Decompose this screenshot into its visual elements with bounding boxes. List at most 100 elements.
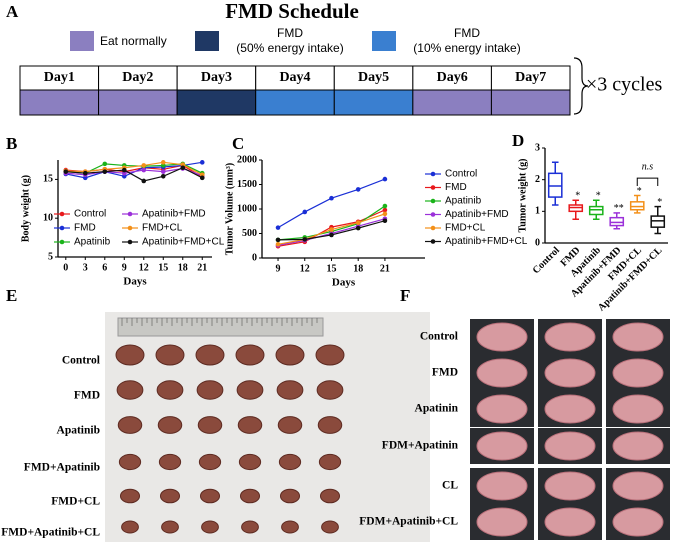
y-tick-label: 15 [43, 174, 53, 185]
data-point [160, 173, 166, 179]
legend-marker [430, 171, 436, 177]
day-label: Day5 [358, 70, 389, 85]
lung [612, 471, 664, 501]
day-cell [412, 65, 492, 91]
tumor [199, 488, 221, 504]
data-point [141, 167, 147, 173]
lung [544, 394, 596, 424]
data-point [329, 227, 334, 232]
brace [573, 57, 589, 115]
data-point [160, 169, 166, 174]
legend-label: Apatinib+FMD+CL [445, 236, 528, 247]
tumor [236, 380, 264, 400]
tumor [157, 416, 183, 434]
lung [476, 358, 528, 388]
x-tick-label: 9 [276, 263, 281, 274]
tumor [277, 416, 303, 434]
lung [612, 394, 664, 424]
legend-label: FMD+CL [142, 223, 183, 234]
legend-label: Apatinib [74, 237, 111, 248]
tumor [316, 380, 344, 400]
row-label: FMD+CL [51, 496, 100, 508]
legend-label: FMD+CL [445, 223, 486, 234]
panel-letter: D [512, 131, 524, 150]
day-label: Day3 [201, 70, 232, 85]
tumor [241, 520, 259, 534]
tumor [275, 344, 305, 366]
x-tick-label: 18 [353, 263, 363, 274]
x-tick-label: 12 [300, 263, 310, 274]
box [588, 205, 604, 216]
box [650, 215, 666, 228]
y-tick-label: 1 [535, 206, 540, 217]
x-tick-label: 3 [83, 262, 88, 273]
y-axis-label: Tumor Volume (mm³) [224, 163, 235, 255]
legend-label: Apatinib [445, 196, 482, 207]
tumor [155, 344, 185, 366]
legend-label: Eat normally [100, 34, 167, 48]
data-point [160, 160, 166, 165]
tumor [156, 380, 184, 400]
day-phase [490, 89, 571, 116]
significance: * [657, 197, 662, 208]
day-phase [333, 89, 414, 116]
legend-label: (10% energy intake) [413, 41, 520, 55]
y-tick-label: 5 [48, 251, 53, 262]
lung [476, 471, 528, 501]
cycles-label: ×3 cycles [586, 74, 662, 96]
data-point [82, 170, 88, 176]
x-tick-label: 15 [326, 263, 336, 274]
significance: * [596, 191, 601, 202]
tumor [318, 453, 342, 471]
data-point [355, 225, 361, 231]
row-label: Apatinib [57, 425, 100, 437]
tumor [196, 380, 224, 400]
bracket-label: n.s [642, 161, 654, 172]
legend-marker [127, 225, 133, 231]
row-label: FDM+Apatinib+CL [359, 516, 458, 528]
tumor [197, 416, 223, 434]
data-point [141, 163, 147, 168]
legend-marker [59, 225, 65, 231]
tumor [319, 488, 341, 504]
legend-swatch [195, 31, 219, 51]
tumor [198, 453, 222, 471]
legend-label: Control [74, 209, 106, 220]
data-point [329, 232, 334, 238]
box [629, 201, 645, 211]
row-label: FMD+Apatinib [24, 462, 100, 474]
day-phase [176, 89, 257, 116]
legend-swatch [372, 31, 396, 51]
data-point [355, 187, 361, 192]
box [547, 172, 563, 198]
legend-marker [430, 212, 436, 217]
tumor [161, 520, 179, 534]
data-point [121, 167, 127, 173]
data-point [302, 237, 308, 242]
tumor [115, 344, 145, 366]
significance: ** [614, 203, 624, 214]
y-axis-label: Tumor weight (g) [517, 159, 528, 233]
tumor [279, 488, 301, 504]
day-label: Day2 [122, 70, 153, 85]
data-point [199, 175, 205, 181]
tumor [281, 520, 299, 534]
day-cell [19, 65, 100, 91]
row-label: FMD [74, 390, 100, 402]
x-axis-label: Days [332, 277, 356, 289]
legend-marker [430, 198, 436, 204]
legend-label: (50% energy intake) [236, 41, 343, 55]
data-point [102, 161, 108, 167]
day-cell [98, 65, 178, 91]
tumor [158, 453, 182, 471]
box [609, 216, 625, 227]
x-tick-label: 6 [102, 262, 107, 273]
y-axis-label: Body weight (g) [20, 175, 31, 242]
panel-letter: C [232, 134, 244, 153]
x-tick-label: 21 [197, 262, 207, 273]
x-tick-label: 9 [122, 262, 127, 273]
legend-marker [430, 185, 436, 190]
lung [476, 322, 528, 352]
tumor [195, 344, 225, 366]
